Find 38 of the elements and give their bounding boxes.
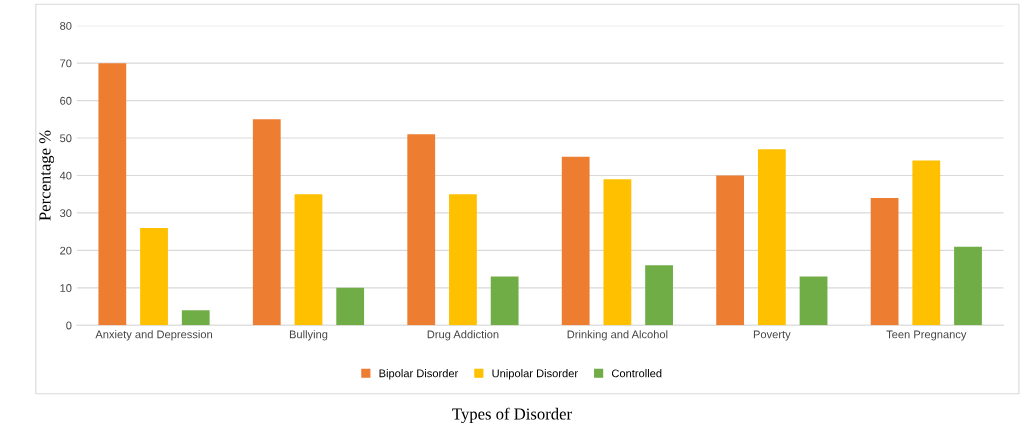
bar xyxy=(181,310,210,326)
y-tick-label: 50 xyxy=(60,134,72,143)
legend-label: Bipolar Disorder xyxy=(379,369,459,380)
bar xyxy=(449,194,477,326)
bar xyxy=(98,63,127,326)
bar xyxy=(490,276,519,326)
bar xyxy=(912,160,941,326)
x-tick-label: Teen Pregnancy xyxy=(886,330,967,341)
y-axis-title: Percentage % xyxy=(39,130,55,221)
x-tick-label: Anxiety and Depression xyxy=(95,330,212,341)
y-tick-label: 0 xyxy=(66,321,72,330)
bar xyxy=(140,227,168,326)
y-tick-label: 80 xyxy=(60,21,72,30)
bar xyxy=(757,149,786,326)
bar xyxy=(870,197,899,326)
x-tick-label: Poverty xyxy=(753,330,791,341)
bar xyxy=(294,194,323,326)
bar xyxy=(799,276,828,326)
bar xyxy=(954,246,982,326)
bar xyxy=(336,287,365,326)
y-tick-label: 40 xyxy=(59,171,72,180)
y-tick-label: 20 xyxy=(60,246,72,255)
x-axis-title: Types of Disorder xyxy=(452,407,572,424)
x-tick-label: Drinking and Alcohol xyxy=(567,330,668,341)
y-tick-label: 10 xyxy=(60,284,72,292)
x-tick-label: Bullying xyxy=(289,330,328,341)
bar xyxy=(716,175,745,326)
y-tick-label: 70 xyxy=(60,59,72,68)
bar xyxy=(407,134,436,326)
bar xyxy=(561,156,590,326)
legend-label: Unipolar Disorder xyxy=(492,369,578,380)
bar xyxy=(603,179,632,326)
y-tick-label: 60 xyxy=(60,96,72,105)
y-tick-label: 30 xyxy=(60,209,72,218)
bar xyxy=(645,265,673,326)
bar xyxy=(252,119,281,326)
legend-label: Controlled xyxy=(611,369,662,378)
x-tick-label: Drug Addiction xyxy=(427,330,499,341)
